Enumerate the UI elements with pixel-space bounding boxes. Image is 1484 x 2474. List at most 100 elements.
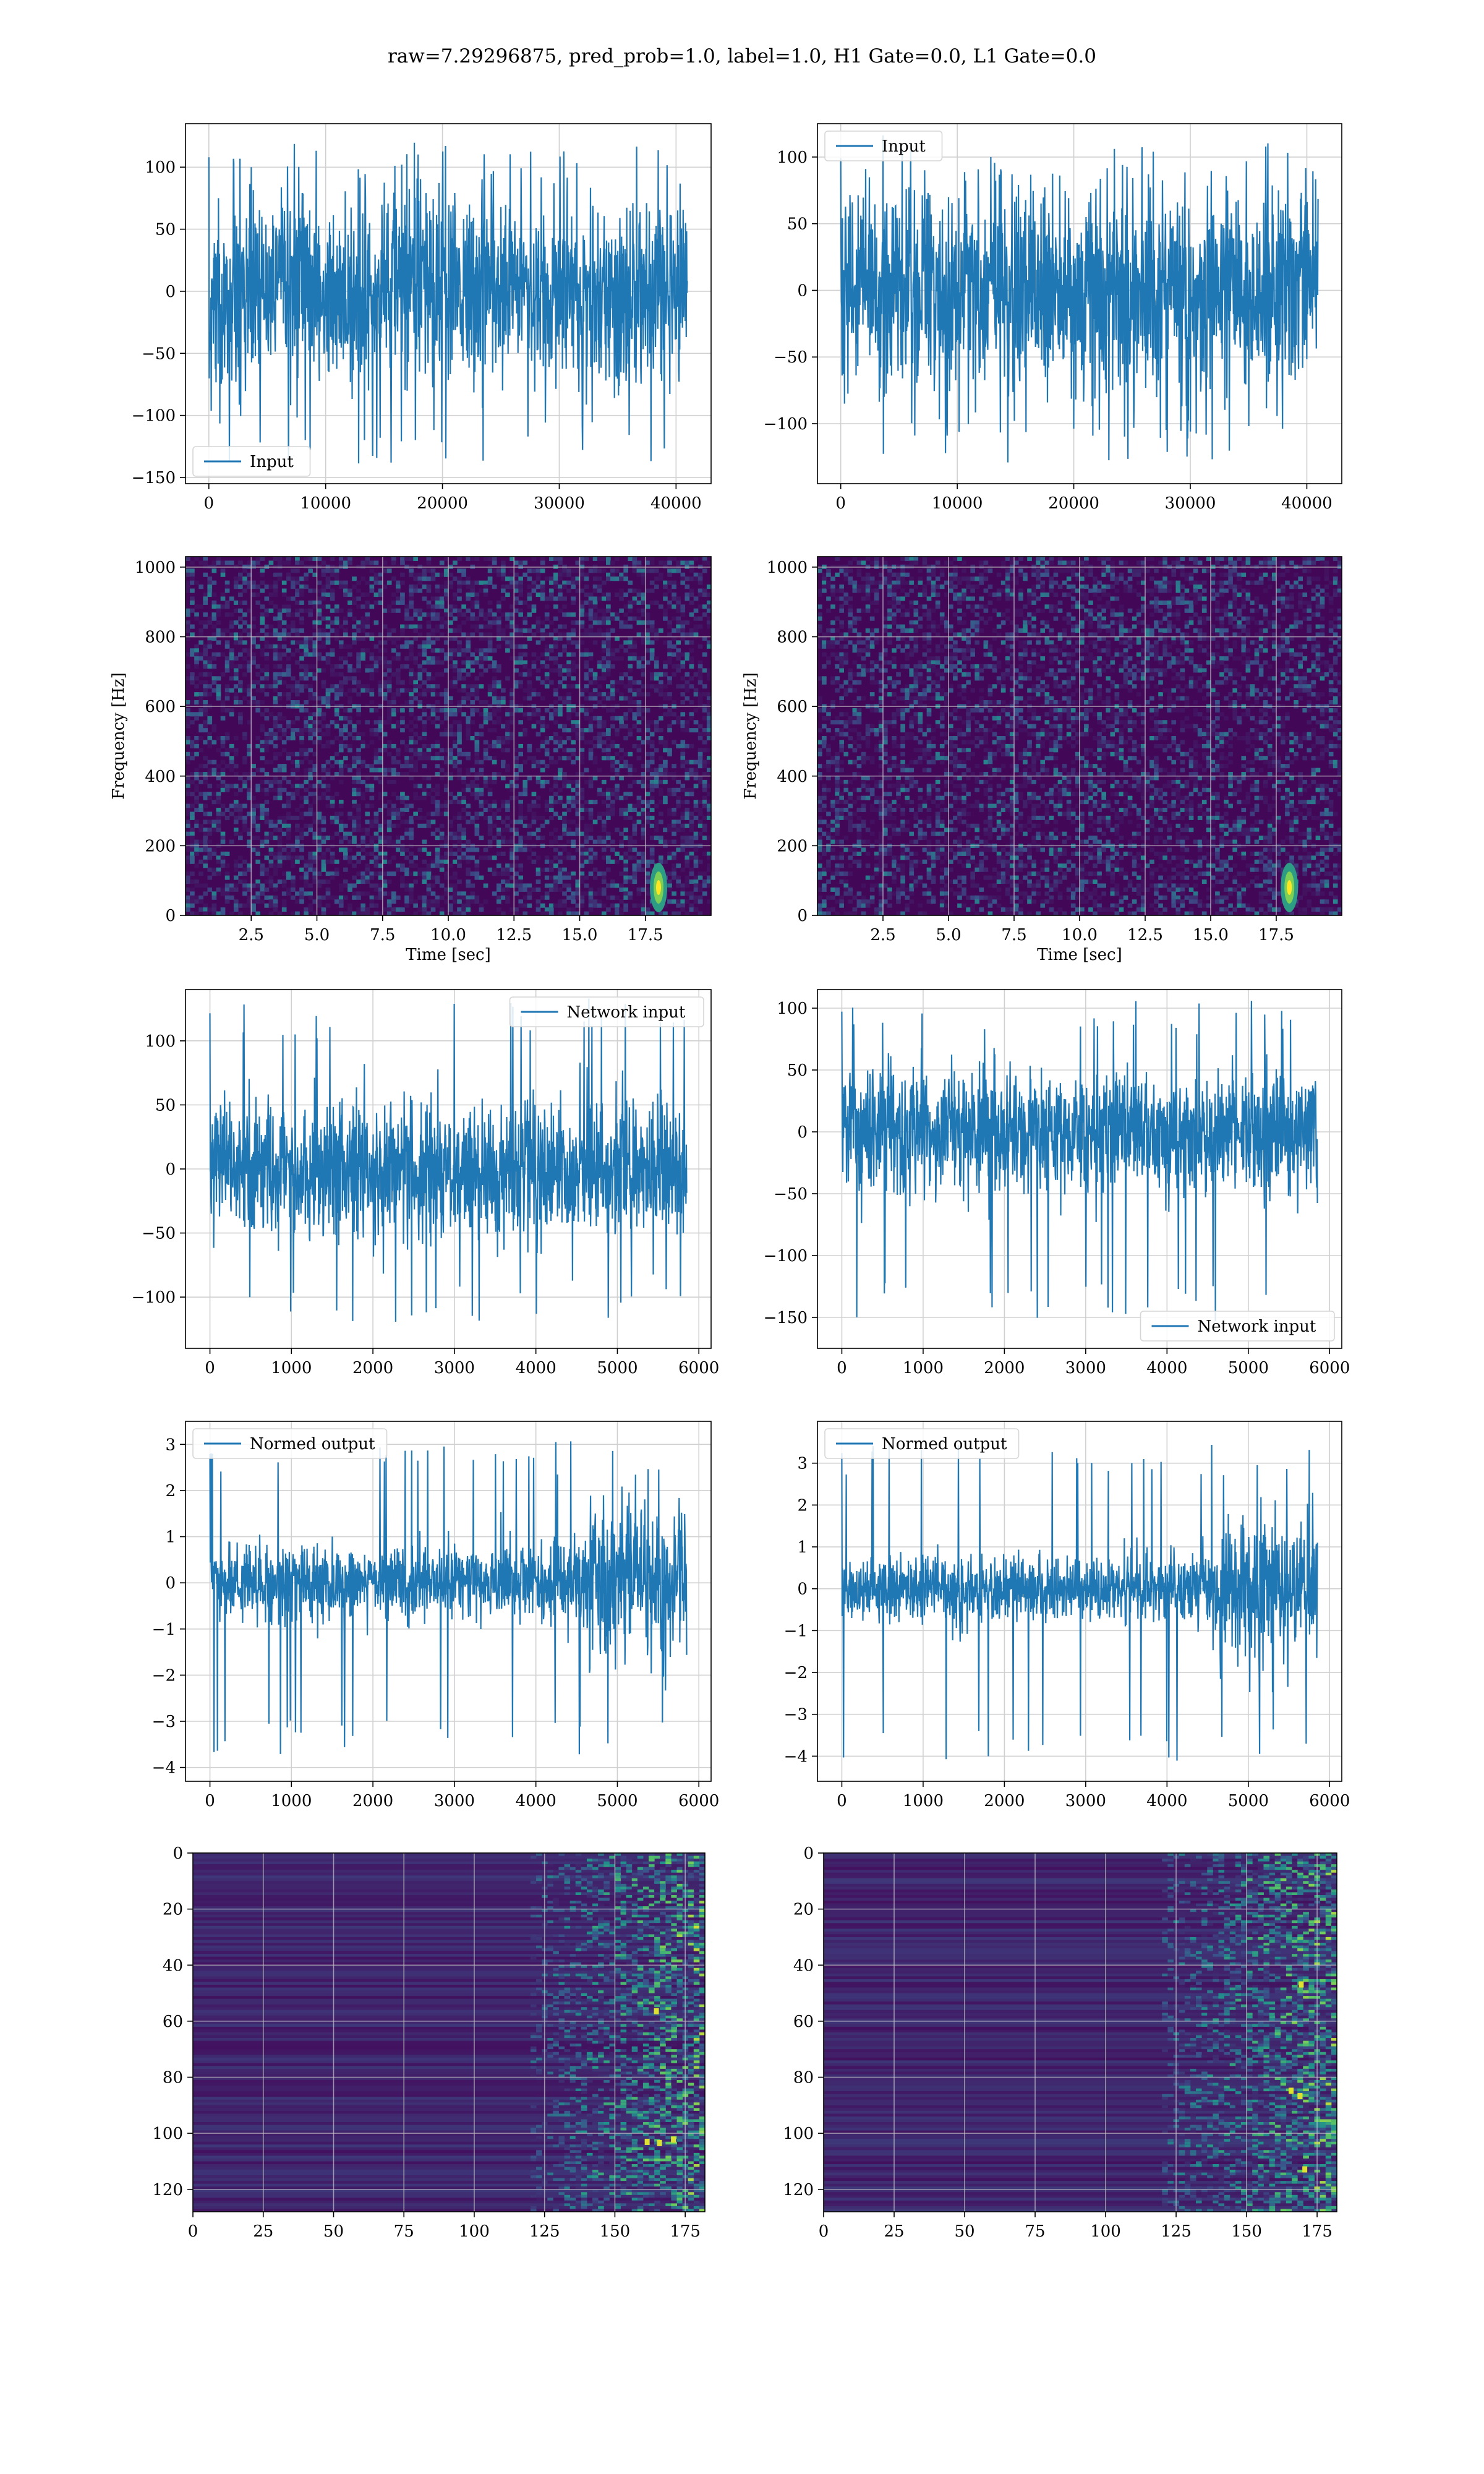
heatmap-cell xyxy=(518,800,524,805)
heatmap-cell xyxy=(430,660,436,665)
heatmap-cell xyxy=(531,851,537,856)
heatmap-cell xyxy=(689,700,694,705)
heatmap-cell xyxy=(659,800,663,805)
heatmap-cell xyxy=(211,800,217,805)
heatmap-cell xyxy=(487,644,493,649)
heatmap-cell xyxy=(435,572,440,577)
heatmap-cell xyxy=(242,656,247,661)
heatmap-cell xyxy=(190,851,195,856)
heatmap-cell xyxy=(343,644,348,649)
heatmap-cell xyxy=(255,736,261,741)
heatmap-cell xyxy=(295,688,300,693)
heatmap-cell xyxy=(251,808,256,813)
heatmap-cell xyxy=(443,692,449,697)
heatmap-cell xyxy=(501,572,506,577)
heatmap-cell xyxy=(676,828,681,833)
heatmap-cell xyxy=(391,576,396,581)
heatmap-cell xyxy=(448,636,453,641)
heatmap-cell xyxy=(281,604,287,609)
heatmap-cell xyxy=(510,568,514,573)
heatmap-cell xyxy=(352,600,357,605)
heatmap-cell xyxy=(514,863,519,868)
heatmap-cell xyxy=(584,823,589,828)
heatmap-cell xyxy=(352,839,357,844)
heatmap-cell xyxy=(356,692,361,697)
heatmap-cell xyxy=(606,696,611,701)
heatmap-cell xyxy=(672,700,676,705)
heatmap-cell xyxy=(702,684,707,689)
heatmap-cell xyxy=(360,760,366,764)
heatmap-cell xyxy=(264,867,270,872)
heatmap-cell xyxy=(190,751,195,756)
heatmap-cell xyxy=(338,883,344,888)
heatmap-cell xyxy=(360,836,366,841)
heatmap-cell xyxy=(404,895,409,900)
heatmap-cell xyxy=(601,720,607,725)
heatmap-cell xyxy=(334,815,339,820)
heatmap-cell xyxy=(483,712,488,717)
heatmap-cell xyxy=(623,620,629,625)
heatmap-cell xyxy=(260,748,265,753)
heatmap-cell xyxy=(483,648,488,653)
heatmap-cell xyxy=(457,800,462,805)
heatmap-cell xyxy=(479,648,484,653)
heatmap-cell xyxy=(448,895,453,900)
heatmap-cell xyxy=(562,784,567,789)
heatmap-cell xyxy=(659,779,663,784)
heatmap-cell xyxy=(186,664,190,669)
heatmap-cell xyxy=(264,800,270,805)
heatmap-cell xyxy=(518,632,524,637)
heatmap-cell xyxy=(518,764,524,769)
heatmap-cell xyxy=(597,720,602,725)
heatmap-cell xyxy=(194,644,199,649)
heatmap-cell xyxy=(680,787,686,792)
heatmap-cell xyxy=(299,887,304,892)
heatmap-cell xyxy=(308,720,313,725)
heatmap-cell xyxy=(535,828,541,833)
heatmap-cell xyxy=(352,760,357,764)
heatmap-cell xyxy=(592,760,598,764)
heatmap-cell xyxy=(645,907,650,912)
heatmap-cell xyxy=(348,743,352,748)
heatmap-cell xyxy=(461,776,466,781)
heatmap-cell xyxy=(680,839,686,844)
heatmap-cell xyxy=(356,732,361,737)
heatmap-cell xyxy=(409,624,414,629)
heatmap-cell xyxy=(286,696,291,701)
heatmap-cell xyxy=(233,676,239,681)
heatmap-cell xyxy=(312,784,318,789)
legend-box xyxy=(192,446,311,477)
heatmap-cell xyxy=(211,728,217,733)
heatmap-cell xyxy=(584,859,589,864)
heatmap-cell xyxy=(461,855,466,860)
heatmap-cell xyxy=(606,803,611,808)
heatmap-cell xyxy=(527,895,532,900)
heatmap-cell xyxy=(268,712,274,717)
heatmap-cell xyxy=(496,624,501,629)
heatmap-cell xyxy=(457,880,462,884)
heatmap-cell xyxy=(553,692,558,697)
heatmap-cell xyxy=(667,855,672,860)
heatmap-cell xyxy=(571,580,576,585)
heatmap-cell xyxy=(592,839,598,844)
heatmap-cell xyxy=(693,847,699,852)
heatmap-cell xyxy=(466,880,471,884)
heatmap-cell xyxy=(522,672,528,677)
heatmap-cell xyxy=(579,557,585,562)
heatmap-cell xyxy=(684,880,690,884)
heatmap-cell xyxy=(207,740,213,745)
heatmap-cell xyxy=(672,604,676,609)
heatmap-cell xyxy=(251,811,256,816)
heatmap-cell xyxy=(273,756,278,761)
heatmap-cell xyxy=(317,831,322,836)
heatmap-cell xyxy=(190,756,195,761)
heatmap-cell xyxy=(697,732,703,737)
heatmap-cell xyxy=(198,632,203,637)
heatmap-cell xyxy=(439,768,445,773)
heatmap-cell xyxy=(597,871,602,876)
heatmap-cell xyxy=(382,608,388,613)
heatmap-cell xyxy=(435,803,440,808)
heatmap-cell xyxy=(404,656,409,661)
heatmap-cell xyxy=(295,768,300,773)
heatmap-cell xyxy=(247,684,252,689)
